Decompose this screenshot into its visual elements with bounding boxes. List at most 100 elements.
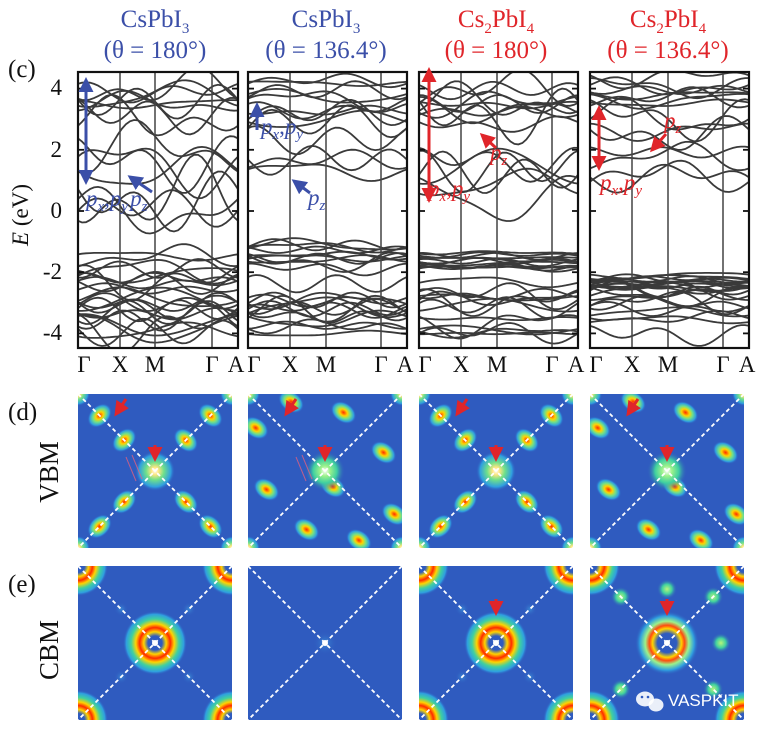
band-panel-3 (417, 70, 580, 350)
cbm-faint-spot (522, 602, 537, 617)
panel-label-e: (e) (8, 571, 36, 598)
ytick-m2: -2 (43, 259, 62, 284)
kpt-p3-gamma2: Γ (545, 352, 558, 377)
row-label-cbm: CBM (34, 620, 64, 680)
kpt-p2-gamma2: Γ (374, 352, 387, 377)
diagonal-guide (78, 566, 232, 720)
vbm-lobe (346, 528, 372, 548)
diagonal-guide (419, 394, 573, 548)
band-line-2-20 (248, 262, 407, 277)
kpt-p2-m: M (316, 352, 336, 377)
diagonal-guide (78, 394, 232, 548)
vbm-guide-line (295, 456, 307, 482)
wechat-icon (636, 691, 664, 712)
vbm-arrow-corner (114, 398, 129, 417)
vbm-map-3 (419, 394, 573, 548)
band-panel-1 (76, 70, 240, 350)
band-line-4-30 (590, 145, 749, 159)
kpt-p2-gamma: Γ (247, 352, 260, 377)
band-line-1-27 (78, 119, 238, 175)
label-px-py-3: px,py (426, 176, 470, 205)
vbm-lobe (330, 401, 357, 424)
kpt-p4-x: X (624, 352, 641, 377)
ytick-4: 4 (51, 75, 63, 100)
watermark: VASPKIT (636, 691, 739, 712)
cbm-map-1 (78, 566, 232, 720)
vbm-lobe (370, 441, 397, 464)
ytick-2: 2 (51, 137, 63, 162)
bands-3 (419, 72, 578, 345)
kpt-p1-a: A (228, 352, 245, 377)
cbm-faint-spot (181, 602, 196, 617)
vbm-lobe (672, 401, 699, 424)
ytick-0: 0 (51, 198, 63, 223)
watermark-text: VASPKIT (668, 691, 739, 710)
cbm-map-3 (419, 566, 573, 720)
title-cs2pbi4-136-formula: Cs2PbI4 (630, 6, 707, 37)
band-line-4-11 (590, 324, 749, 347)
annotations-panel-3: pz px,py (421, 67, 508, 205)
cbm-blob (703, 679, 724, 700)
diagonal-guide (419, 566, 573, 720)
y-axis-label: E (eV) (8, 184, 33, 247)
vbm-arrow-corner (455, 398, 470, 417)
annotations-panel-4: pz px,py (591, 105, 682, 199)
label-px-py-4: px,py (598, 170, 642, 199)
cbm-faint-spot (455, 602, 470, 617)
band-panel-frame-1 (76, 70, 240, 350)
band-line-3-36 (419, 96, 578, 125)
vbm-map-1 (78, 394, 232, 548)
bands-2 (248, 72, 407, 337)
band-structure-panels (76, 70, 751, 350)
vbm-lobe (635, 518, 662, 541)
kpt-p3-a: A (568, 352, 585, 377)
kpt-p1-gamma: Γ (77, 352, 90, 377)
column-titles: CsPbI3 (θ = 180°) CsPbI3 (θ = 136.4°) Cs… (104, 6, 729, 64)
vbm-guide-line (131, 454, 143, 480)
band-line-2-28 (248, 144, 407, 176)
vbm-map-2 (248, 394, 402, 548)
vbm-lobe (248, 416, 269, 440)
cbm-map-2 (248, 566, 402, 720)
charge-density-maps (78, 394, 744, 720)
band-panel-frame-2 (246, 70, 409, 350)
cbm-blob (657, 579, 677, 600)
title-cs2pbi4-180-formula: Cs2PbI4 (458, 6, 535, 37)
title-cs2pbi4-136-angle: (θ = 136.4°) (607, 37, 728, 64)
vbm-lobe (712, 441, 739, 464)
title-cs2pbi4-180-angle: (θ = 180°) (445, 37, 548, 64)
y-axis: 4 2 0 -2 -4 E (eV) (8, 75, 63, 345)
diagonal-guide (590, 566, 744, 720)
arrow-red-pz-4 (650, 133, 668, 153)
vbm-lobe (595, 478, 622, 501)
annotations-panel-2: px,py pz (249, 102, 326, 214)
vbm-lobe (723, 502, 744, 526)
vbm-map-4 (590, 394, 744, 548)
label-px-py-pz-1: px,pypz (84, 186, 148, 215)
kpt-p4-gamma2: Γ (716, 352, 729, 377)
diagonal-guide (590, 394, 744, 548)
band-panel-frame-4 (588, 70, 751, 350)
band-line-1-19 (78, 243, 238, 268)
band-panel-frame-3 (417, 70, 580, 350)
diagonal-guide (248, 566, 402, 720)
kpt-p1-gamma2: Γ (205, 352, 218, 377)
arrow-blue-pz-2 (291, 179, 311, 195)
band-line-3-29 (419, 115, 578, 133)
title-cspbi3-180-angle: (θ = 180°) (104, 37, 207, 64)
kpt-p3-m: M (487, 352, 507, 377)
kpt-p2-x: X (282, 352, 299, 377)
arrow-red-pz-3 (479, 132, 498, 150)
cbm-blob (610, 679, 631, 700)
vbm-guide-line (125, 456, 137, 482)
row-label-vbm: VBM (34, 441, 64, 503)
band-panel-4 (588, 70, 751, 350)
cbm-blob (710, 633, 731, 653)
title-cspbi3-136-formula: CsPbI3 (292, 6, 361, 37)
kpt-p3-x: X (453, 352, 470, 377)
vbm-arrow-corner (626, 398, 641, 417)
annotations-panel-1: px,pypz (78, 77, 153, 215)
arrow-blue-pz-1 (127, 175, 153, 194)
kpt-p4-m: M (658, 352, 678, 377)
